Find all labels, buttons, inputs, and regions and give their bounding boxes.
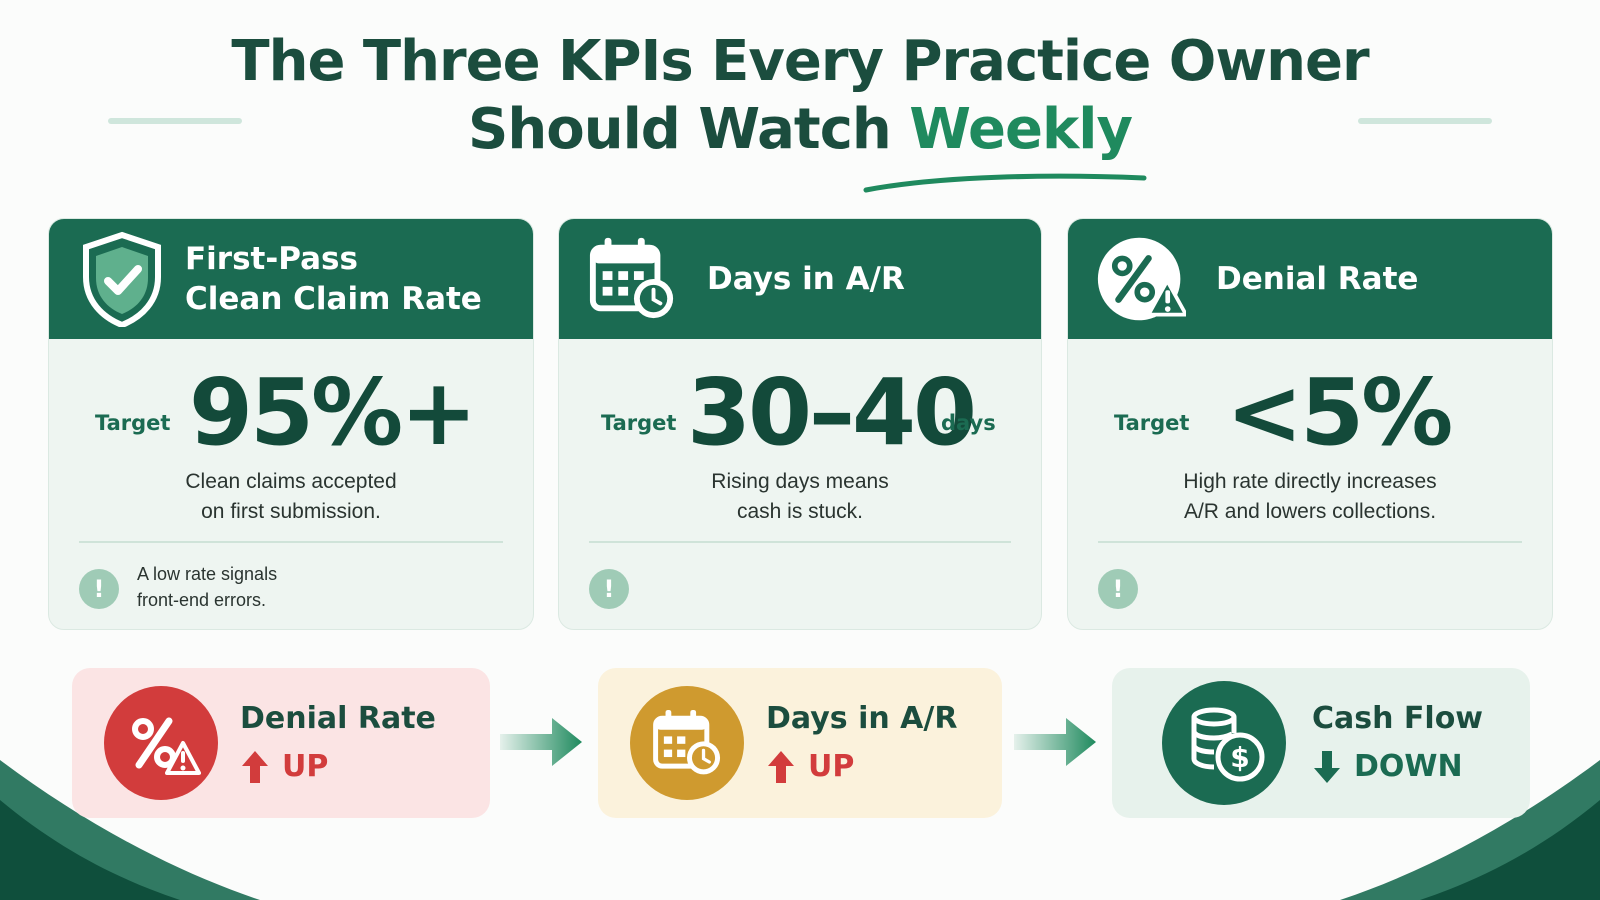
percent-warning-icon <box>104 686 218 800</box>
chain-text: Days in A/R UP <box>766 699 957 787</box>
card-description: High rate directly increases A/R and low… <box>1068 467 1552 527</box>
kpi-card-denial-rate: Denial Rate Target <5% High rate directl… <box>1067 218 1553 630</box>
target-row: Target 95%+ <box>49 359 533 469</box>
title-line-1: The Three KPIs Every Practice Owner <box>231 29 1369 94</box>
chain-label: Denial Rate <box>240 701 436 736</box>
direction-label: UP <box>282 749 329 784</box>
chain-denial-rate: Denial Rate UP <box>72 668 490 818</box>
card-description-line-1: Rising days means <box>711 470 889 493</box>
shield-check-icon <box>77 231 167 327</box>
card-description: Rising days means cash is stuck. <box>559 467 1041 527</box>
title-line-2: Should Watch Weekly <box>0 96 1600 164</box>
target-row: Target <5% <box>1068 359 1552 469</box>
card-description-line-1: High rate directly increases <box>1183 470 1437 493</box>
arrow-down-icon <box>1314 751 1340 783</box>
direction-indicator: UP <box>240 747 436 787</box>
arrow-right-icon <box>1014 718 1096 766</box>
target-row: Target 30–40 days <box>559 359 1041 469</box>
direction-label: UP <box>808 749 855 784</box>
card-title-line-1: First-Pass <box>185 241 358 277</box>
arrow-right-icon <box>500 718 582 766</box>
coins-dollar-icon: $ <box>1162 681 1286 805</box>
target-unit: days <box>941 411 996 435</box>
chain-days-in-ar: Days in A/R UP <box>598 668 1002 818</box>
title-underline <box>863 173 1147 193</box>
title-line-2-main: Should Watch <box>468 97 910 162</box>
card-description-line-2: A/R and lowers collections. <box>1183 500 1437 523</box>
kpi-card-days-in-ar: Days in A/R Target 30–40 days Rising day… <box>558 218 1042 630</box>
chain-label: Days in A/R <box>766 701 958 736</box>
card-description-line-1: Clean claims accepted <box>185 470 397 493</box>
card-divider <box>1098 541 1522 543</box>
title-rule-right <box>1358 118 1492 124</box>
direction-indicator: DOWN <box>1312 747 1483 787</box>
exclamation-icon: ! <box>1098 569 1138 609</box>
calendar-clock-icon <box>587 231 677 327</box>
card-description-line-2: on first submission. <box>201 500 381 523</box>
card-title-line-2: Clean Claim Rate <box>185 281 482 317</box>
target-value: 95%+ <box>189 359 477 466</box>
card-title: Denial Rate <box>1216 261 1419 297</box>
warning-text-line-1: A low rate signals <box>137 564 278 584</box>
chain-label: Cash Flow <box>1312 701 1484 736</box>
card-title: Days in A/R <box>707 261 905 297</box>
warning-text-line-2: front-end errors. <box>137 590 267 610</box>
chain-text: Cash Flow DOWN <box>1312 699 1483 787</box>
exclamation-icon: ! <box>79 569 119 609</box>
warning-text: A low rate signals front-end errors. <box>137 561 277 613</box>
page-title: The Three KPIs Every Practice Owner Shou… <box>0 28 1600 164</box>
direction-label: DOWN <box>1354 749 1463 784</box>
target-value: <5% <box>1226 359 1453 466</box>
card-divider <box>79 541 503 543</box>
card-divider <box>589 541 1011 543</box>
chain-text: Denial Rate UP <box>240 699 436 787</box>
arrow-up-icon <box>768 751 794 783</box>
arrow-up-icon <box>242 751 268 783</box>
card-description: Clean claims accepted on first submissio… <box>49 467 533 527</box>
direction-indicator: UP <box>766 747 957 787</box>
title-accent-word: Weekly <box>909 97 1133 162</box>
target-label: Target <box>1114 411 1190 435</box>
title-rule-left <box>108 118 242 124</box>
kpi-card-clean-claim-rate: First-Pass Clean Claim Rate Target 95%+ … <box>48 218 534 630</box>
exclamation-icon: ! <box>589 569 629 609</box>
card-description-line-2: cash is stuck. <box>736 500 864 523</box>
chain-cash-flow: $ Cash Flow DOWN <box>1112 668 1530 818</box>
svg-text:$: $ <box>1230 741 1249 774</box>
card-header: First-Pass Clean Claim Rate <box>49 219 533 339</box>
calendar-clock-icon <box>630 686 744 800</box>
card-header: Denial Rate <box>1068 219 1552 339</box>
percent-warning-icon <box>1096 231 1186 327</box>
target-label: Target <box>601 411 677 435</box>
target-label: Target <box>95 411 171 435</box>
card-header: Days in A/R <box>559 219 1041 339</box>
target-value: 30–40 <box>687 359 977 466</box>
card-title: First-Pass Clean Claim Rate <box>185 239 482 319</box>
